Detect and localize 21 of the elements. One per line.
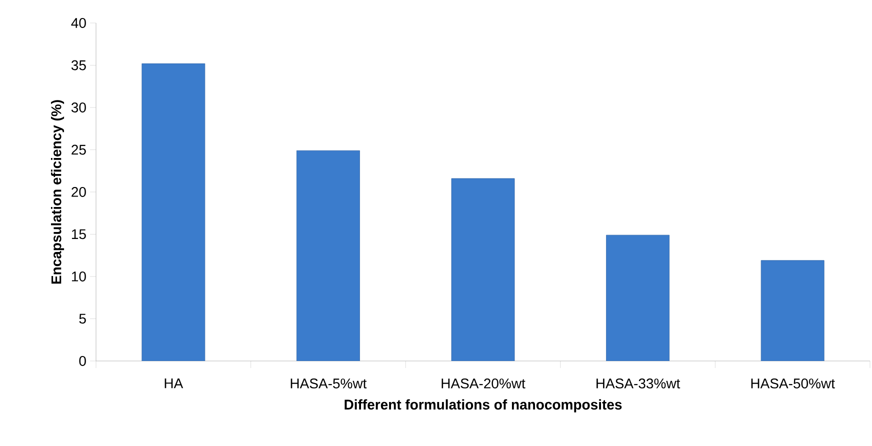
y-tick-label: 40 [71,18,86,28]
y-tick-label: 0 [79,356,86,366]
y-tick-label: 5 [79,314,86,324]
x-axis-title: Different formulations of nanocomposites [344,399,622,412]
x-tick-label: HASA-50%wt [751,378,835,388]
bar [606,234,670,361]
x-tick-label: HASA-20%wt [442,378,526,388]
y-tick-label: 20 [72,187,86,197]
bar [296,150,360,361]
y-axis-title: Encapsulation eficiency (%) [50,100,64,284]
x-tick-label: HA [164,378,184,388]
bar [760,260,824,361]
y-tick-label: 15 [72,229,86,240]
bar [451,178,515,361]
x-tick-label: HASA-5%wt [290,378,367,388]
bar [142,63,206,361]
x-tick-label: HASA-33%wt [596,378,680,388]
y-tick-label: 10 [72,272,86,282]
y-tick-label: 30 [71,102,86,112]
y-tick-label: 35 [71,60,86,70]
y-tick-label: 25 [72,144,86,155]
